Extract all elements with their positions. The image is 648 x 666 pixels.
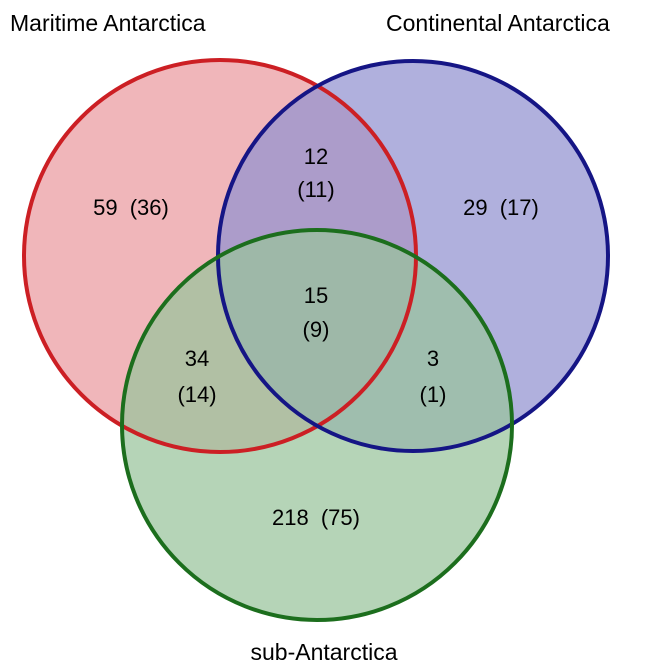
region-count: 3 <box>427 346 439 371</box>
circle-outlines <box>22 58 610 622</box>
region-paren: (9) <box>303 317 330 342</box>
continental-set-label: Continental Antarctica <box>386 10 610 36</box>
svg-text:218 (75): 218 (75) <box>272 505 360 530</box>
region-paren: (75) <box>321 505 360 530</box>
region-continental-only: 29 (17) <box>463 195 539 220</box>
region-count: 29 <box>463 195 487 220</box>
region-paren: (14) <box>177 382 216 407</box>
region-maritime-sub: 34 (14) <box>177 346 216 407</box>
region-continental-sub: 3 (1) <box>420 346 447 407</box>
sub-antarctica-set-label: sub-Antarctica <box>250 639 397 665</box>
sub-antarctica-circle-outline <box>120 228 514 622</box>
region-maritime-only: 59 (36) <box>93 195 169 220</box>
region-count: 59 <box>93 195 117 220</box>
maritime-set-label: Maritime Antarctica <box>10 10 206 36</box>
region-sub-only: 218 (75) <box>272 505 360 530</box>
circle-fills <box>24 60 608 620</box>
svg-text:59 (36): 59 (36) <box>93 195 169 220</box>
region-paren: (11) <box>297 177 335 202</box>
region-count: 15 <box>304 283 328 308</box>
region-maritime-continental: 12 (11) <box>297 144 335 202</box>
region-count: 34 <box>185 346 209 371</box>
region-count: 12 <box>304 144 328 169</box>
region-paren: (1) <box>420 382 447 407</box>
region-paren: (17) <box>500 195 539 220</box>
region-all-three: 15 (9) <box>303 283 330 342</box>
region-paren: (36) <box>130 195 169 220</box>
svg-text:29 (17): 29 (17) <box>463 195 539 220</box>
region-count: 218 <box>272 505 309 530</box>
